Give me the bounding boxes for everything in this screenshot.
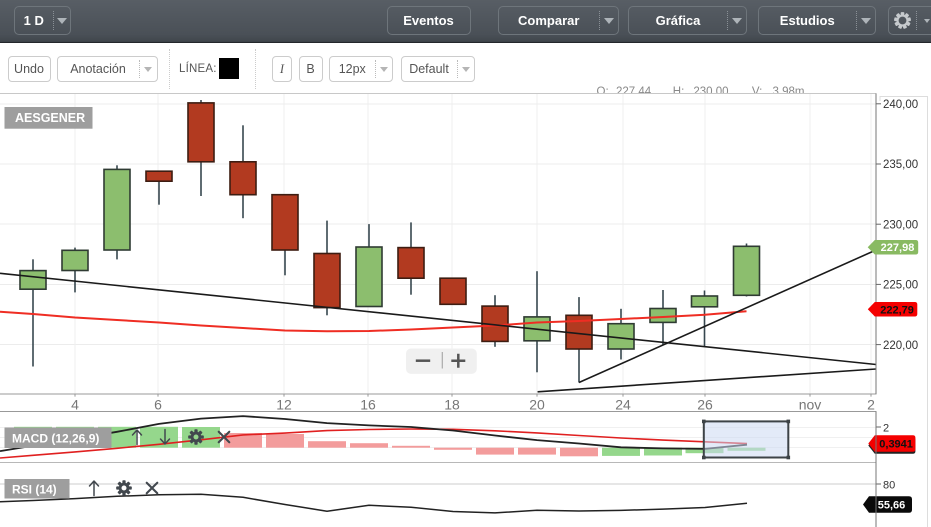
- svg-text:230,00: 230,00: [883, 219, 918, 231]
- svg-text:AESGENER: AESGENER: [15, 111, 85, 125]
- svg-text:12: 12: [276, 397, 292, 413]
- svg-text:4: 4: [71, 397, 79, 413]
- svg-text:16: 16: [360, 397, 376, 413]
- svg-text:RSI (14): RSI (14): [12, 482, 57, 496]
- svg-text:55,66: 55,66: [878, 500, 906, 512]
- svg-text:235,00: 235,00: [883, 159, 918, 171]
- svg-text:24: 24: [615, 397, 631, 413]
- svg-text:nov: nov: [799, 397, 822, 413]
- svg-text:0,3941: 0,3941: [879, 439, 913, 451]
- svg-text:6: 6: [154, 397, 162, 413]
- svg-text:26: 26: [697, 397, 713, 413]
- svg-text:220,00: 220,00: [883, 340, 918, 352]
- svg-text:MACD (12,26,9): MACD (12,26,9): [12, 431, 99, 445]
- svg-text:2: 2: [867, 397, 875, 413]
- svg-text:225,00: 225,00: [883, 280, 918, 292]
- svg-text:2: 2: [883, 423, 889, 435]
- svg-text:240,00: 240,00: [883, 99, 918, 111]
- svg-text:18: 18: [444, 397, 460, 413]
- svg-text:80: 80: [883, 480, 895, 492]
- svg-text:227,98: 227,98: [881, 242, 915, 254]
- svg-text:20: 20: [529, 397, 545, 413]
- svg-text:222,79: 222,79: [880, 304, 914, 316]
